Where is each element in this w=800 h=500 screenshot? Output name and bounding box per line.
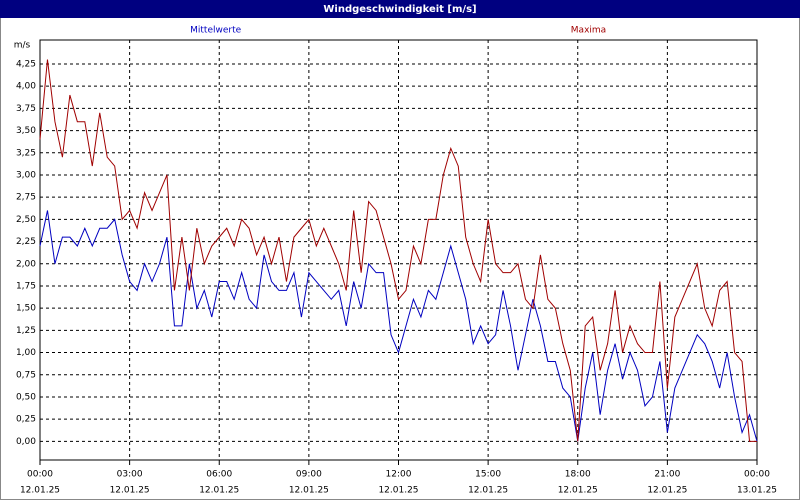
x-tick-label: 06:00 bbox=[206, 470, 232, 480]
y-tick-label: 0,75 bbox=[16, 370, 36, 380]
title-bar bbox=[0, 0, 800, 18]
y-tick-label: 1,00 bbox=[16, 348, 36, 358]
x-tick-label: 00:00 bbox=[27, 470, 53, 480]
x-tick-label: 00:00 bbox=[744, 470, 770, 480]
y-tick-label: 3,75 bbox=[16, 104, 36, 114]
y-tick-label: 1,25 bbox=[16, 326, 36, 336]
x-tick-label: 09:00 bbox=[296, 470, 322, 480]
x-tick-label: 15:00 bbox=[475, 470, 501, 480]
x-tick-label: 12:00 bbox=[386, 470, 412, 480]
y-tick-label: 0,00 bbox=[16, 437, 36, 447]
x-tick-label: 21:00 bbox=[654, 470, 680, 480]
x-tick-date: 12.01.25 bbox=[199, 486, 239, 496]
legend-entry: Maxima bbox=[571, 26, 606, 36]
x-tick-date: 12.01.25 bbox=[110, 486, 150, 496]
data-line bbox=[39, 59, 757, 442]
chart-title: Windgeschwindigkeit [m/s] bbox=[323, 4, 476, 15]
y-tick-label: 3,00 bbox=[16, 170, 36, 180]
y-tick-label: 4,25 bbox=[16, 59, 36, 69]
y-tick-label: 2,75 bbox=[16, 193, 36, 203]
x-tick-date: 12.01.25 bbox=[468, 486, 508, 496]
data-line bbox=[39, 210, 758, 442]
y-tick-label: 2,50 bbox=[16, 215, 36, 225]
y-tick-label: 2,00 bbox=[16, 259, 36, 269]
y-tick-label: 0,25 bbox=[16, 415, 36, 425]
y-tick-label: 1,50 bbox=[16, 304, 36, 314]
y-axis-label: m/s bbox=[14, 41, 31, 51]
x-tick-date: 13.01.25 bbox=[737, 486, 777, 496]
x-tick-date: 12.01.25 bbox=[20, 486, 60, 496]
x-tick-date: 12.01.25 bbox=[647, 486, 687, 496]
y-tick-label: 2,25 bbox=[16, 237, 36, 247]
x-tick-date: 12.01.25 bbox=[289, 486, 329, 496]
x-tick-date: 12.01.25 bbox=[378, 486, 418, 496]
x-tick-date: 12.01.25 bbox=[558, 486, 598, 496]
x-tick-label: 18:00 bbox=[565, 470, 591, 480]
y-tick-label: 0,50 bbox=[16, 392, 36, 402]
y-tick-label: 3,25 bbox=[16, 148, 36, 158]
legend-entry: Mittelwerte bbox=[190, 26, 241, 36]
x-tick-label: 03:00 bbox=[117, 470, 143, 480]
y-tick-label: 4,00 bbox=[16, 82, 36, 92]
y-tick-label: 1,75 bbox=[16, 281, 36, 291]
y-tick-label: 3,50 bbox=[16, 126, 36, 136]
